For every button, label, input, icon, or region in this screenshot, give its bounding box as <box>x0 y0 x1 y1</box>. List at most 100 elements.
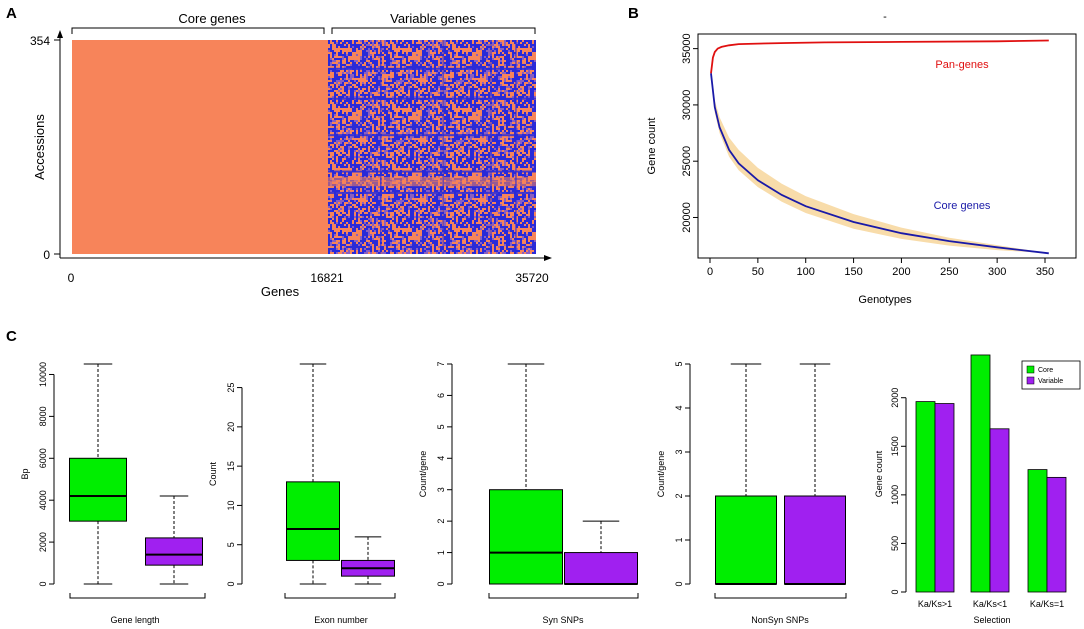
c-ylabel: Bp <box>20 468 30 479</box>
c-y-tick-label: 25 <box>226 383 236 393</box>
c-ylabel: Count <box>208 462 218 487</box>
c-y-tick-label: 0 <box>436 581 446 586</box>
panel-a-letter: A <box>6 5 17 22</box>
c-y-tick-label: 3 <box>674 449 684 454</box>
c-bar-y-tick-label: 2000 <box>890 388 900 408</box>
c-xlabel: Syn SNPs <box>542 615 584 625</box>
absent-column-streak <box>380 40 382 254</box>
c-xlabel: NonSyn SNPs <box>751 615 809 625</box>
c-bar-category-label: Ka/Ks=1 <box>1030 599 1064 609</box>
absent-column-streak <box>442 40 444 254</box>
a-y-axis-arrow <box>57 30 63 38</box>
c-legend-label-core: Core <box>1038 367 1053 374</box>
variable-genes-lines <box>328 40 536 254</box>
a-x-tick-label-35720: 35720 <box>515 271 549 285</box>
c-y-tick-label: 1 <box>674 537 684 542</box>
b-y-tick-label: 35000 <box>681 33 693 64</box>
b-x-tick-label: 250 <box>940 266 958 278</box>
c-bar-variable <box>1046 476 1067 593</box>
c-legend-swatch-variable <box>1026 376 1035 385</box>
b-core-genes-band <box>711 73 1049 254</box>
b-dash-label: - <box>883 11 887 23</box>
a-y-tick-label-354: 354 <box>30 34 50 48</box>
b-x-tick-label: 200 <box>892 266 910 278</box>
absent-column-streak <box>490 40 492 254</box>
panel-b-letter: B <box>628 5 639 22</box>
c-box-variable <box>784 495 846 585</box>
c-bar-core <box>970 354 991 593</box>
c-y-tick-label: 7 <box>436 361 446 366</box>
c-y-tick-label: 5 <box>226 542 236 547</box>
c-bar-category-label: Ka/Ks<1 <box>973 599 1007 609</box>
b-pan-genes-line <box>710 39 1049 74</box>
c-box-core <box>69 457 127 522</box>
c-y-tick-label: 0 <box>674 581 684 586</box>
c-bar-core <box>1027 469 1048 593</box>
c-bar-variable <box>989 428 1010 593</box>
c-x-bracket <box>488 593 639 599</box>
absent-column-streak <box>515 40 517 254</box>
panel-b-accumulation: Pan-genes Core genes 0 50 100 150 200 250 300 350… <box>646 33 1077 306</box>
c-bar-legend: Core Variable <box>1021 360 1081 390</box>
c-y-tick-label: 2000 <box>38 532 48 552</box>
b-x-tick-label: 300 <box>988 266 1006 278</box>
b-x-tick-label: 0 <box>707 266 713 278</box>
c-x-bracket <box>69 593 206 599</box>
c-y-tick-label: 20 <box>226 422 236 432</box>
c-y-tick-label: 1 <box>436 550 446 555</box>
panel-c-letter: C <box>6 328 17 345</box>
a-x-axis-arrow <box>544 255 552 261</box>
c-ylabel: Count/gene <box>656 451 666 498</box>
b-x-tick-label: 50 <box>752 266 764 278</box>
c-box-core <box>489 489 563 585</box>
b-xlabel: Genotypes <box>858 294 912 306</box>
c-bar-ylabel: Gene count <box>874 450 884 497</box>
a-x-tick-label-16821: 16821 <box>310 271 344 285</box>
c-boxplot-4: 0 1 2 3 4 5 Count/gene NonSyn SNPs <box>656 361 847 625</box>
c-y-tick-label: 5 <box>674 361 684 366</box>
a-y-tick-label-0: 0 <box>43 248 50 262</box>
a-group-core-label: Core genes <box>178 11 246 26</box>
c-legend-label-variable: Variable <box>1038 378 1063 385</box>
b-y-tick-label: 25000 <box>681 146 693 177</box>
c-y-tick-label: 15 <box>226 461 236 471</box>
c-barplot: 0 500 1000 1500 2000 Gene count Ka/Ks>1 Ka/Ks<1… <box>874 354 1081 625</box>
b-y-tick-label: 20000 <box>681 202 693 233</box>
c-y-tick-label: 2 <box>674 493 684 498</box>
c-legend-frame <box>1021 360 1081 390</box>
c-y-tick-label: 0 <box>38 581 48 586</box>
c-boxplot-3: 0 1 2 3 4 5 6 7 Count/gene Syn SNPs <box>418 361 639 625</box>
c-y-tick-label: 5 <box>436 424 446 429</box>
variable-genes-block <box>328 40 536 254</box>
c-bar-xlabel: Selection <box>973 615 1010 625</box>
c-boxplot-2: 0 5 10 15 20 25 Count Exon number <box>208 363 396 625</box>
c-box-variable <box>145 537 203 566</box>
a-xlabel: Genes <box>261 284 300 299</box>
a-ylabel: Accessions <box>32 114 47 180</box>
a-group-variable-label: Variable genes <box>390 11 476 26</box>
present-row-band <box>328 176 536 182</box>
b-pan-genes-label: Pan-genes <box>935 59 989 71</box>
c-legend-swatch-core <box>1026 365 1035 374</box>
c-y-tick-label: 6 <box>436 393 446 398</box>
c-bar-category-label: Ka/Ks>1 <box>918 599 952 609</box>
present-row-band <box>328 181 536 187</box>
c-y-tick-label: 10000 <box>38 362 48 387</box>
c-boxplot-1: 0 2000 4000 6000 8000 10000 Bp Gene length <box>20 362 206 625</box>
c-bar-core <box>915 401 936 593</box>
c-xlabel: Exon number <box>314 615 368 625</box>
c-y-tick-label: 4 <box>674 405 684 410</box>
absent-row-streak <box>328 170 536 173</box>
c-box-variable <box>564 552 638 585</box>
a-bracket-variable <box>331 27 536 34</box>
a-x-tick-label-0: 0 <box>68 271 75 285</box>
c-x-bracket <box>714 593 847 599</box>
absent-row-streak <box>328 97 536 100</box>
absent-row-streak <box>328 191 536 194</box>
c-y-tick-label: 4 <box>436 456 446 461</box>
c-x-bracket <box>284 593 396 599</box>
c-y-tick-label: 10 <box>226 500 236 510</box>
b-y-tick-label: 30000 <box>681 90 693 121</box>
